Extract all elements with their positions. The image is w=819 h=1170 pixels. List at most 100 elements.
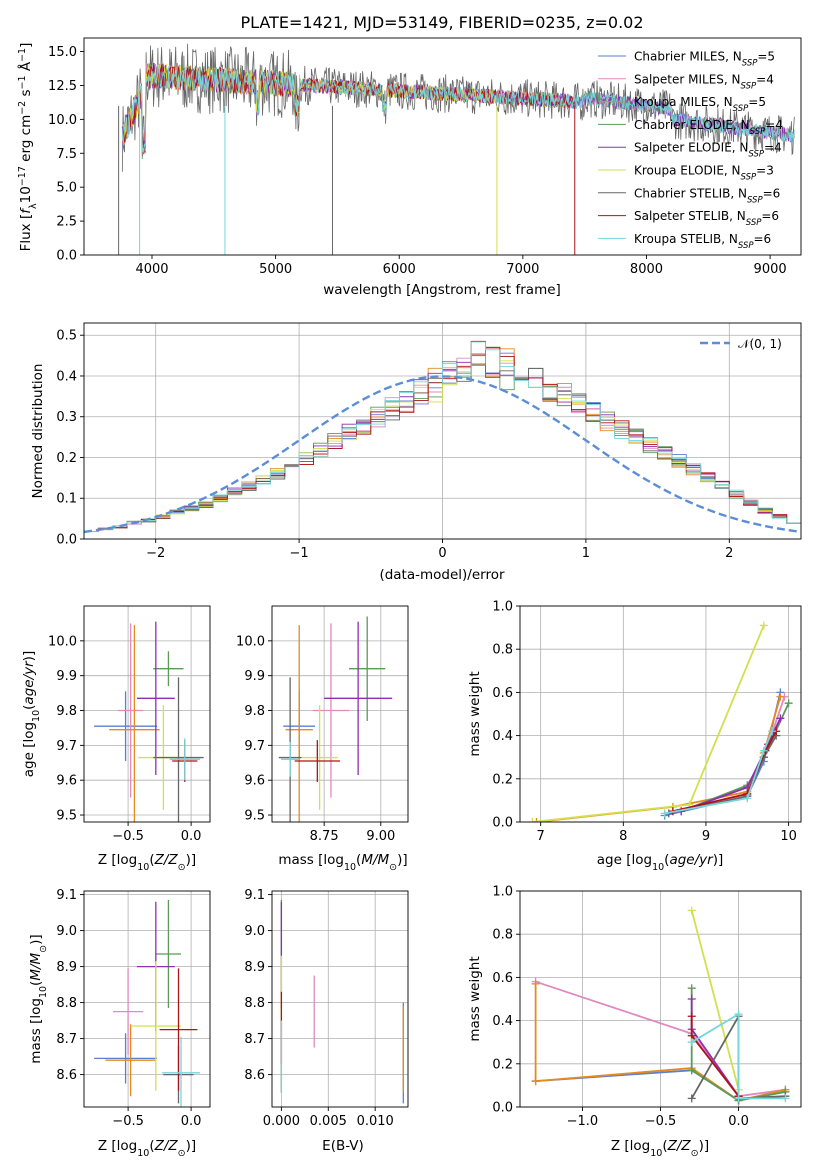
plot-area (531, 906, 790, 1105)
label-part: 10 (137, 862, 149, 873)
series-marker (734, 1094, 743, 1103)
label-part: 10 (18, 186, 34, 203)
series-line-6 (668, 735, 777, 815)
axis-label: Z [log10(Z/Z⊙)] (98, 1138, 196, 1159)
spectrum-series-8 (121, 63, 795, 153)
label-part: )] (397, 852, 408, 868)
label-part: ( (662, 1138, 667, 1154)
x-tick-label: 0 (438, 546, 446, 561)
series-line-7 (672, 730, 777, 813)
y-tick-label: 9.7 (56, 739, 77, 754)
y-tick-label: 0.2 (56, 451, 77, 466)
series-marker (687, 1094, 696, 1103)
legend-label-part: =6 (761, 209, 779, 223)
label-part: ( (149, 1138, 154, 1154)
y-tick-label: 0.3 (56, 410, 77, 425)
series-marker (781, 1094, 790, 1103)
label-part: age [log (21, 722, 37, 777)
y-tick-label: 9.0 (244, 924, 265, 939)
label-part: Z/Z (667, 1138, 692, 1154)
series-line-8 (664, 730, 773, 815)
y-tick-label: 10.0 (48, 634, 77, 649)
series-line-5 (690, 910, 740, 1090)
chart-7: −1.0 −0.5 0.0 0.0 0.2 0.4 0.6 0.8 1.0 Z [log10(Z/… (467, 885, 802, 1159)
x-axis-label: (data-model)/error (379, 567, 505, 583)
series-marker (768, 727, 777, 736)
x-tick-label: 9 (702, 829, 710, 844)
y-tick-label: 8.7 (56, 1032, 77, 1047)
series-marker (784, 699, 793, 708)
legend-label-part: SSP (747, 195, 763, 205)
x-tick-label: −0.5 (112, 1114, 144, 1129)
y-tick-label: 0.8 (492, 643, 513, 658)
plot-area (280, 900, 404, 1104)
legend-label-part: =3 (756, 164, 774, 178)
y-tick-label: 12.5 (48, 79, 77, 94)
legend-label-part: =6 (754, 232, 772, 246)
legend-label-part: 𝒩 (738, 337, 752, 351)
legend-label-part: =4 (765, 118, 783, 132)
series-marker (531, 1077, 540, 1086)
legend-label: Salpeter STELIB, NSSP=6 (634, 209, 779, 228)
label-part: )] (186, 852, 197, 868)
series-marker (532, 818, 541, 822)
x-tick-label: 10 (780, 829, 797, 844)
chart-5: −0.5 0.08.68.78.88.99.09.1Z [log10(Z/Z⊙)]… (28, 888, 211, 1159)
axis-label: age [log10(age/yr)] (21, 651, 42, 777)
label-part: Z/Z (154, 1138, 179, 1154)
y-tick-label: 8.6 (56, 1068, 77, 1083)
series-marker (759, 746, 768, 755)
y-tick-label: 0.6 (492, 971, 513, 986)
label-part: Flux [ (18, 214, 34, 252)
y-tick-label: 9.1 (244, 888, 265, 903)
label-part: )] (28, 934, 44, 945)
y-tick-label: 0.4 (492, 1014, 513, 1029)
y-tick-label: 9.9 (244, 669, 265, 684)
axes-frame (83, 37, 802, 256)
legend-label: Chabrier ELODIE, NSSP=4 (634, 118, 783, 137)
x-tick-label: −0.5 (112, 829, 144, 844)
legend-label-part: =6 (763, 186, 781, 200)
x-tick-label: −1 (290, 546, 309, 561)
y-tick-label: 0.0 (56, 249, 77, 264)
legend-label-part: Chabrier STELIB, N (634, 186, 747, 200)
y-tick-label: 9.5 (56, 809, 77, 824)
label-part: erg cm (18, 115, 34, 166)
legend-label-part: SSP (746, 218, 762, 228)
legend-label-part: Chabrier ELODIE, N (634, 118, 750, 132)
histogram-series-8 (84, 341, 801, 533)
legend-label-part: SSP (733, 104, 749, 114)
x-tick-label: 8.75 (310, 829, 339, 844)
label-part: )] (21, 651, 37, 662)
axis-label: Z [log10(Z/Z⊙)] (611, 1138, 709, 1159)
y-tick-label: 9.7 (244, 739, 265, 754)
y-tick-label: 8.8 (56, 996, 77, 1011)
chart-1: −2 −1 0 1 2 0.0 0.1 0.2 0.3 0.4 0.5 (data-model)/er… (30, 322, 802, 583)
label-part: −17 (17, 166, 28, 186)
series-marker (734, 1010, 743, 1019)
y-tick-label: 10.0 (48, 113, 77, 128)
chart-0: 4000 5000 6000 7000 8000 9000 0.0 2.5 5.0 7.5 10.0… (17, 13, 802, 298)
spectrum-series-7 (121, 63, 576, 155)
series-marker (687, 984, 696, 993)
y-tick-label: 0.0 (56, 533, 77, 548)
label-part: 10 (344, 862, 356, 873)
series-marker (776, 714, 785, 723)
plot-area (94, 621, 204, 822)
label-part: ⊙ (178, 1148, 186, 1159)
label-part: 10 (38, 986, 49, 998)
x-tick-label: 0.0 (728, 1114, 749, 1129)
series-marker (687, 1012, 696, 1021)
legend-label-part: Kroupa ELODIE, N (634, 164, 741, 178)
legend-label-part: SSP (738, 241, 754, 251)
y-tick-label: 0.5 (56, 329, 77, 344)
legend-label: 𝒩(0, 1) (738, 337, 782, 351)
legend-label: Salpeter MILES, NSSP=4 (634, 72, 774, 91)
y-tick-label: 7.5 (56, 147, 77, 162)
legend-label: Kroupa STELIB, NSSP=6 (634, 232, 771, 251)
y-axis-label: mass weight (467, 671, 483, 756)
y-tick-label: 8.9 (56, 960, 77, 975)
legend-label-part: SSP (750, 127, 766, 137)
y-tick-label: 1.0 (492, 885, 513, 900)
